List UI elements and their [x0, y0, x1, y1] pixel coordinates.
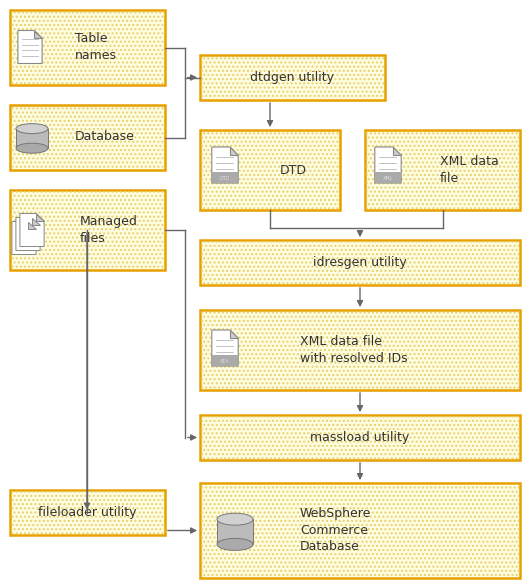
- Bar: [16, 129, 48, 148]
- FancyBboxPatch shape: [10, 10, 165, 85]
- FancyBboxPatch shape: [10, 105, 165, 170]
- Text: idresgen utility: idresgen utility: [313, 256, 407, 269]
- Ellipse shape: [217, 538, 253, 551]
- Polygon shape: [32, 218, 40, 225]
- Text: fileloader utility: fileloader utility: [38, 506, 137, 519]
- Text: XML data
file: XML data file: [440, 155, 499, 185]
- Polygon shape: [34, 31, 42, 38]
- Ellipse shape: [16, 143, 48, 153]
- Text: massload utility: massload utility: [311, 431, 409, 444]
- FancyBboxPatch shape: [200, 483, 520, 578]
- Text: WebSphere
Commerce
Database: WebSphere Commerce Database: [300, 507, 371, 554]
- Text: Table
names: Table names: [75, 32, 117, 62]
- Bar: [217, 519, 253, 544]
- Polygon shape: [18, 31, 42, 63]
- Text: Managed
files: Managed files: [80, 215, 138, 245]
- Polygon shape: [375, 147, 401, 183]
- FancyBboxPatch shape: [200, 55, 385, 100]
- Text: XEA: XEA: [220, 359, 230, 364]
- Text: XML data file
with resolved IDs: XML data file with resolved IDs: [300, 335, 408, 365]
- Text: XEA: XEA: [220, 359, 230, 364]
- Polygon shape: [20, 214, 44, 247]
- Text: dtdgen utility: dtdgen utility: [251, 71, 334, 84]
- Text: XML: XML: [383, 176, 393, 181]
- Polygon shape: [29, 221, 36, 229]
- Bar: [212, 172, 238, 183]
- Polygon shape: [16, 218, 40, 251]
- Text: DTD: DTD: [220, 176, 230, 181]
- Polygon shape: [12, 221, 36, 255]
- Bar: [375, 172, 401, 183]
- FancyBboxPatch shape: [10, 190, 165, 270]
- Bar: [212, 355, 238, 366]
- Text: DTD: DTD: [280, 164, 307, 177]
- Text: DTD: DTD: [220, 176, 230, 181]
- Ellipse shape: [217, 513, 253, 525]
- FancyBboxPatch shape: [200, 130, 340, 210]
- FancyBboxPatch shape: [10, 490, 165, 535]
- Polygon shape: [230, 147, 238, 156]
- Polygon shape: [230, 330, 238, 338]
- Polygon shape: [393, 147, 401, 156]
- Polygon shape: [212, 330, 238, 366]
- Ellipse shape: [16, 124, 48, 134]
- Text: Database: Database: [75, 130, 135, 143]
- Polygon shape: [37, 214, 44, 221]
- FancyBboxPatch shape: [365, 130, 520, 210]
- Text: XML: XML: [383, 176, 393, 181]
- FancyBboxPatch shape: [200, 240, 520, 285]
- FancyBboxPatch shape: [200, 415, 520, 460]
- FancyBboxPatch shape: [200, 310, 520, 390]
- Polygon shape: [212, 147, 238, 183]
